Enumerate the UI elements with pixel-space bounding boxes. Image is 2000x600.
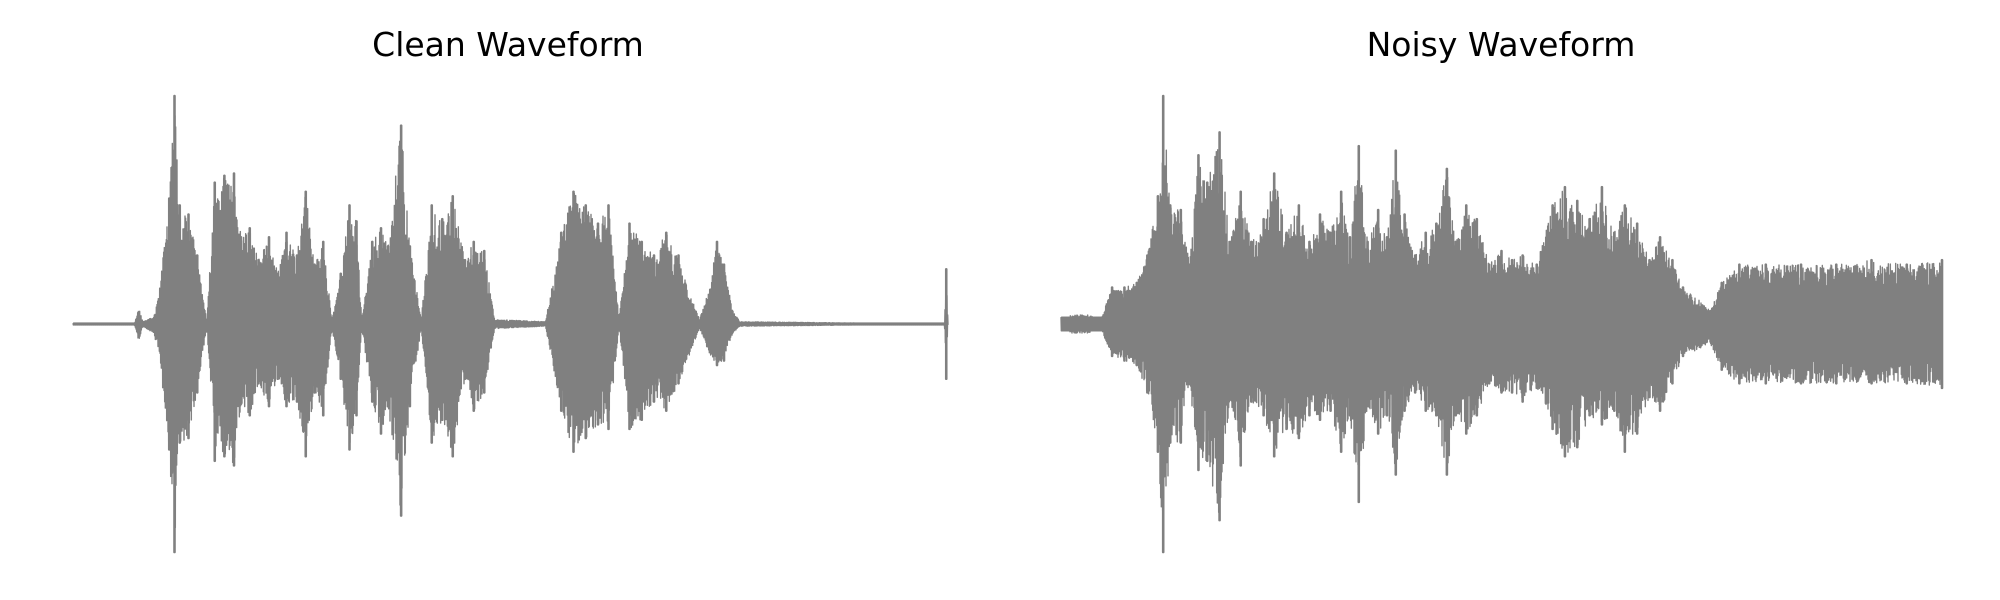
clean-waveform-plot bbox=[72, 94, 949, 554]
clean-waveform-panel: Clean Waveform bbox=[72, 25, 949, 554]
noisy-waveform-panel: Noisy Waveform bbox=[1000, 0, 2000, 600]
clean-waveform-line bbox=[72, 115, 949, 529]
clean-waveform-title: Clean Waveform bbox=[372, 25, 644, 64]
noisy-waveform-plot bbox=[1060, 94, 1944, 554]
noisy-waveform-title: Noisy Waveform bbox=[1366, 25, 1636, 64]
